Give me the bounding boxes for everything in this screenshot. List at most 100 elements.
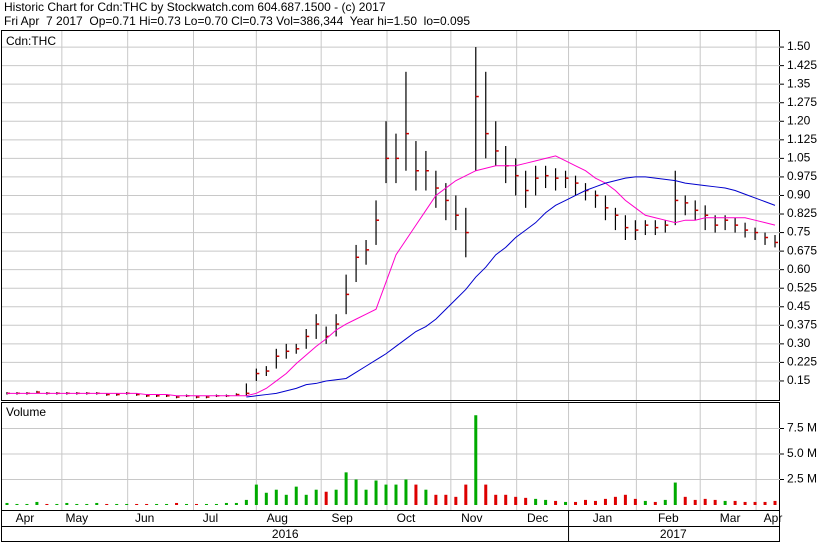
month-label: Feb	[658, 511, 679, 525]
month-label: Aug	[267, 511, 288, 525]
year-label: 2017	[660, 527, 687, 541]
volume-bar	[733, 500, 737, 505]
symbol-label: Cdn:THC	[6, 34, 56, 48]
volume-bar	[723, 500, 727, 505]
month-label: Dec	[527, 511, 548, 525]
volume-bar	[663, 499, 667, 505]
volume-bar	[35, 501, 39, 505]
month-label: Jan	[593, 511, 612, 525]
volume-bar	[703, 498, 707, 505]
y-tick-label: 0.75	[787, 225, 811, 239]
header-line: Historic Chart for Cdn:THC by Stockwatch…	[4, 0, 386, 14]
volume-bar	[344, 472, 348, 505]
y-tick-label: 1.125	[787, 132, 817, 146]
y-tick-label: 7.5 M	[787, 421, 817, 435]
volume-bar	[354, 479, 358, 505]
volume-bar	[284, 494, 288, 505]
volume-bar	[484, 484, 488, 505]
volume-bar	[524, 497, 528, 505]
y-tick-label: 0.60	[787, 262, 811, 276]
volume-bar	[773, 500, 777, 505]
y-tick-label: 0.525	[787, 280, 817, 294]
volume-bar	[404, 479, 408, 505]
y-tick-label: 0.15	[787, 373, 811, 387]
volume-bar	[125, 503, 129, 505]
volume-bar	[324, 491, 328, 505]
volume-bar	[5, 502, 9, 505]
volume-bar	[514, 496, 518, 505]
volume-bar	[135, 503, 139, 505]
y-tick-label: 0.225	[787, 355, 817, 369]
month-label: Jul	[203, 511, 218, 525]
y-tick-label: 1.05	[787, 151, 811, 165]
volume-bar	[474, 415, 478, 505]
month-label: Jun	[135, 511, 154, 525]
volume-bar	[633, 498, 637, 505]
volume-bar	[254, 484, 258, 505]
price-panel	[1, 30, 780, 401]
volume-bar	[564, 501, 568, 505]
volume-bar	[693, 499, 697, 505]
volume-bar	[623, 494, 627, 505]
volume-bar	[554, 500, 558, 505]
volume-bar	[274, 489, 278, 505]
volume-bar	[224, 502, 228, 505]
volume-bar	[653, 501, 657, 505]
volume-bar	[464, 484, 468, 505]
volume-bar	[434, 494, 438, 505]
volume-bar	[175, 502, 179, 505]
y-tick-label: 0.45	[787, 299, 811, 313]
y-tick-label: 0.375	[787, 317, 817, 331]
y-tick-label: 1.35	[787, 76, 811, 90]
volume-bar	[264, 492, 268, 505]
volume-bar	[454, 496, 458, 505]
volume-bar	[743, 501, 747, 505]
volume-bar	[584, 499, 587, 505]
volume-bar	[45, 503, 49, 505]
volume-bar	[544, 499, 548, 505]
month-label: Apr	[764, 511, 783, 525]
y-tick-label: 0.90	[787, 188, 811, 202]
volume-bar	[294, 486, 298, 505]
volume-bar	[414, 484, 418, 505]
volume-bar	[105, 503, 109, 505]
y-tick-label: 1.50	[787, 39, 811, 53]
volume-bar	[603, 498, 607, 505]
y-tick-label: 2.5 M	[787, 472, 817, 486]
volume-bar	[15, 503, 19, 505]
volume-bar	[185, 503, 189, 505]
y-tick-label: 0.975	[787, 169, 817, 183]
volume-bar	[713, 499, 717, 505]
volume-bar	[384, 484, 388, 505]
volume-bar	[494, 494, 498, 505]
year-label: 2016	[272, 527, 299, 541]
month-label: Nov	[461, 511, 482, 525]
moving-average	[6, 155, 776, 397]
volume-bar	[85, 503, 89, 505]
volume-bar	[65, 502, 69, 505]
volume-bar	[304, 494, 308, 505]
volume-bar	[534, 498, 538, 505]
volume-bar	[195, 503, 198, 505]
volume-bar	[95, 502, 99, 505]
volume-bar	[593, 500, 597, 505]
volume-bar	[244, 499, 248, 505]
volume-bar	[394, 484, 398, 505]
volume-bar	[75, 503, 79, 505]
volume-bar	[25, 503, 29, 505]
y-tick-label: 0.30	[787, 336, 811, 350]
volume-bar	[683, 496, 687, 505]
volume-bar	[334, 489, 338, 505]
volume-bar	[314, 489, 318, 505]
volume-bar	[204, 503, 208, 505]
volume-bar	[753, 501, 757, 505]
volume-bar	[424, 489, 428, 505]
volume-bar	[444, 494, 448, 505]
header-line: Fri Apr 7 2017 Op=0.71 Hi=0.73 Lo=0.70 C…	[4, 14, 470, 28]
volume-label: Volume	[6, 405, 46, 419]
y-tick-label: 0.825	[787, 206, 817, 220]
volume-bar	[214, 503, 218, 505]
volume-bar	[234, 502, 238, 505]
volume-bar	[115, 503, 119, 505]
volume-bar	[364, 489, 368, 505]
